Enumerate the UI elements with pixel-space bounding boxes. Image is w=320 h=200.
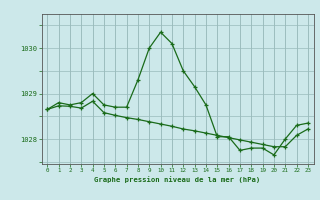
- X-axis label: Graphe pression niveau de la mer (hPa): Graphe pression niveau de la mer (hPa): [94, 176, 261, 183]
